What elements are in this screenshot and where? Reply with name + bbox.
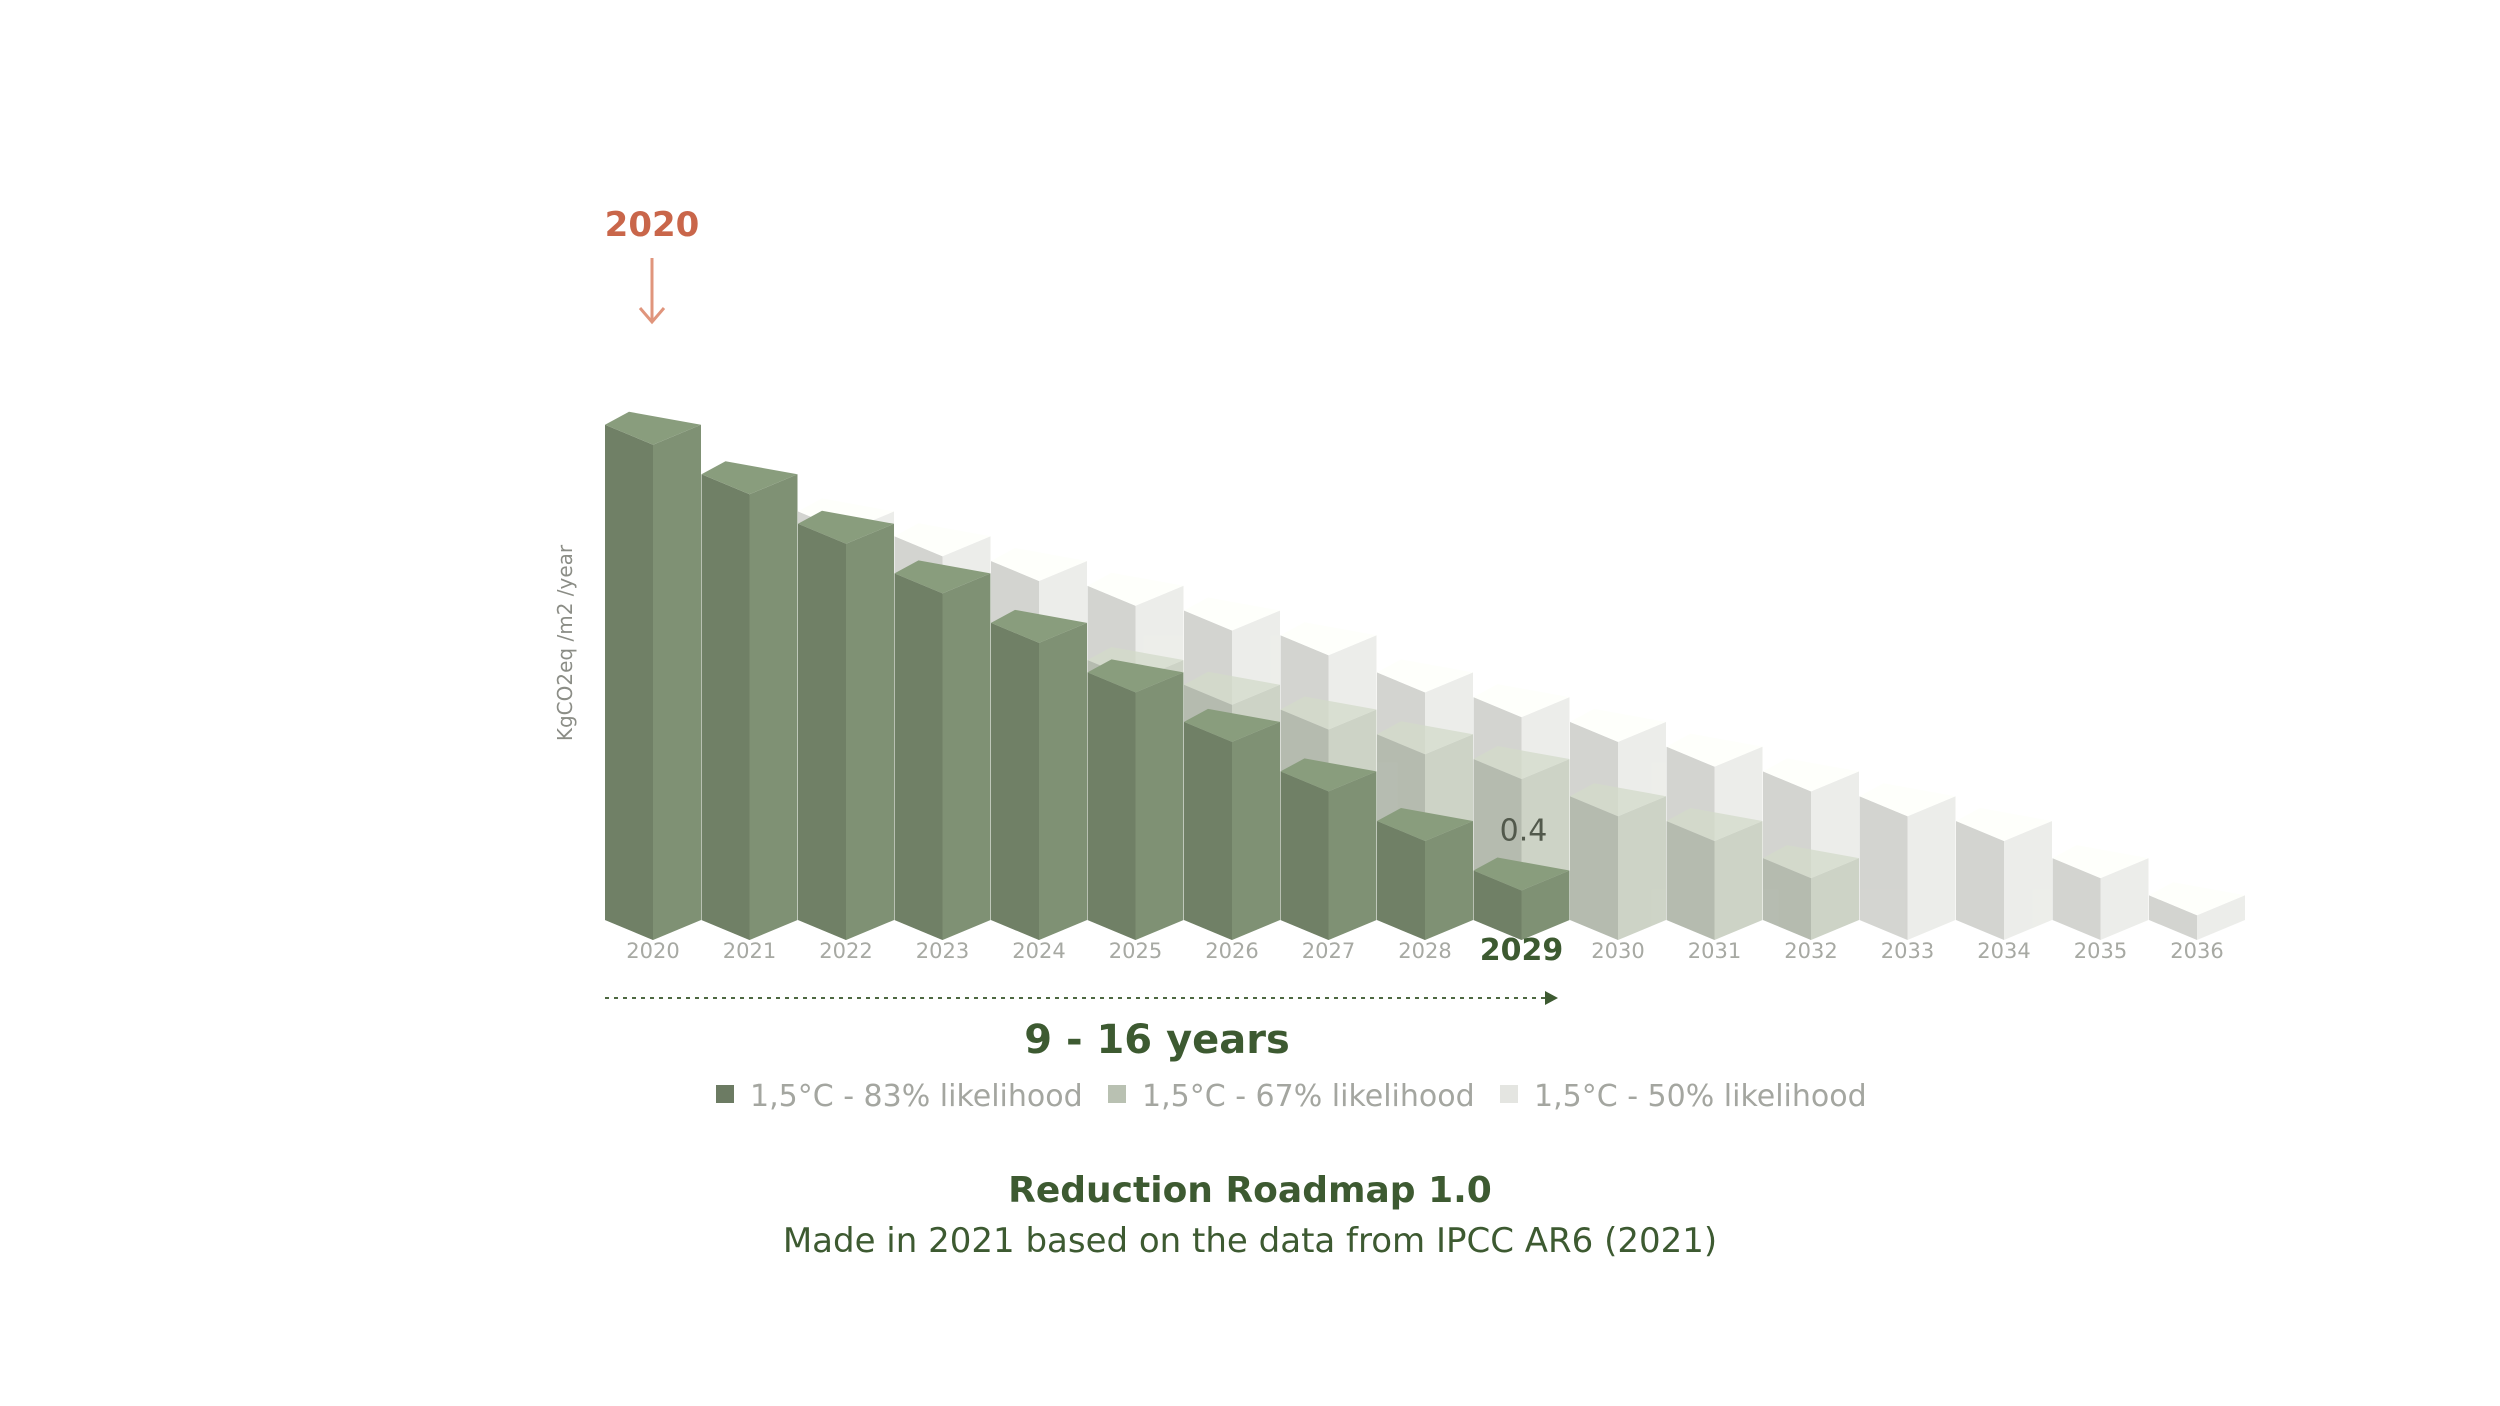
tick-label-2030: 2030: [1591, 939, 1644, 963]
tick-label-2027: 2027: [1302, 939, 1355, 963]
bar-0-2026: [1184, 708, 1280, 940]
tick-label-2031: 2031: [1688, 939, 1741, 963]
bar-2-2035: [2052, 845, 2149, 940]
tick-label-2026: 2026: [1205, 939, 1258, 963]
tick-label-2023: 2023: [916, 939, 969, 963]
bar-2-2033: [1859, 783, 1956, 940]
start-arrow-head: [638, 307, 666, 325]
start-year-label: 2020: [605, 205, 700, 245]
tick-label-2025: 2025: [1109, 939, 1162, 963]
legend-label-2: 1,5°C - 50% likelihood: [1534, 1079, 1867, 1114]
legend-item-0: 1,5°C - 83% likelihood: [716, 1079, 1083, 1114]
x-axis-ticks: 2020 2021 2022 2023 2024 2025 2026 2027 2028 2029…: [626, 933, 2223, 968]
bar-1-2032: [1763, 845, 1859, 940]
bar-0-2025: [1087, 659, 1184, 940]
legend-label-1: 1,5°C - 67% likelihood: [1142, 1079, 1475, 1114]
tick-label-2034: 2034: [1977, 939, 2030, 963]
tick-label-2033: 2033: [1881, 939, 1934, 963]
bar-1-2031: [1666, 807, 1763, 940]
chart-subtitle: Made in 2021 based on the data from IPCC…: [783, 1221, 1717, 1261]
bar-0-2024: [991, 609, 1087, 940]
data-labels-group: 0.4: [1500, 813, 1548, 848]
legend-swatch-1: [1108, 1085, 1126, 1103]
span-label: 9 - 16 years: [1024, 1017, 1290, 1063]
legend-swatch-2: [1500, 1085, 1518, 1103]
y-axis-label: KgCO2eq /m2 /year: [553, 544, 577, 741]
bar-0-2022: [798, 510, 894, 940]
tick-label-2029: 2029: [1480, 933, 1564, 968]
bar-2-2034: [1956, 807, 2052, 940]
legend-swatch-0: [716, 1085, 734, 1103]
legend-item-2: 1,5°C - 50% likelihood: [1500, 1079, 1867, 1114]
legend: 1,5°C - 83% likelihood 1,5°C - 67% likeli…: [716, 1079, 1867, 1114]
bar-2-2036: [2149, 882, 2245, 940]
tick-label-2032: 2032: [1784, 939, 1837, 963]
tick-label-2024: 2024: [1012, 939, 1065, 963]
tick-label-2020: 2020: [626, 939, 679, 963]
tick-label-2028: 2028: [1398, 939, 1451, 963]
bar-0-2027: [1280, 758, 1377, 940]
legend-label-0: 1,5°C - 83% likelihood: [750, 1079, 1083, 1114]
tick-label-2036: 2036: [2170, 939, 2223, 963]
span-arrow-icon: [1545, 991, 1558, 1005]
bar-1-2030: [1570, 783, 1666, 940]
bar-0-2023: [894, 560, 991, 940]
bar-0-2028: [1377, 807, 1473, 940]
tick-label-2035: 2035: [2074, 939, 2127, 963]
bar-0-2021: [701, 461, 798, 940]
legend-item-1: 1,5°C - 67% likelihood: [1108, 1079, 1475, 1114]
chart-title: Reduction Roadmap 1.0: [1008, 1170, 1492, 1211]
bar-0-2020: [605, 411, 701, 940]
tick-label-2022: 2022: [819, 939, 872, 963]
bars-group: [605, 411, 2245, 940]
data-label-2029: 0.4: [1500, 813, 1548, 848]
bar-0-2029: [1473, 857, 1570, 940]
tick-label-2021: 2021: [723, 939, 776, 963]
